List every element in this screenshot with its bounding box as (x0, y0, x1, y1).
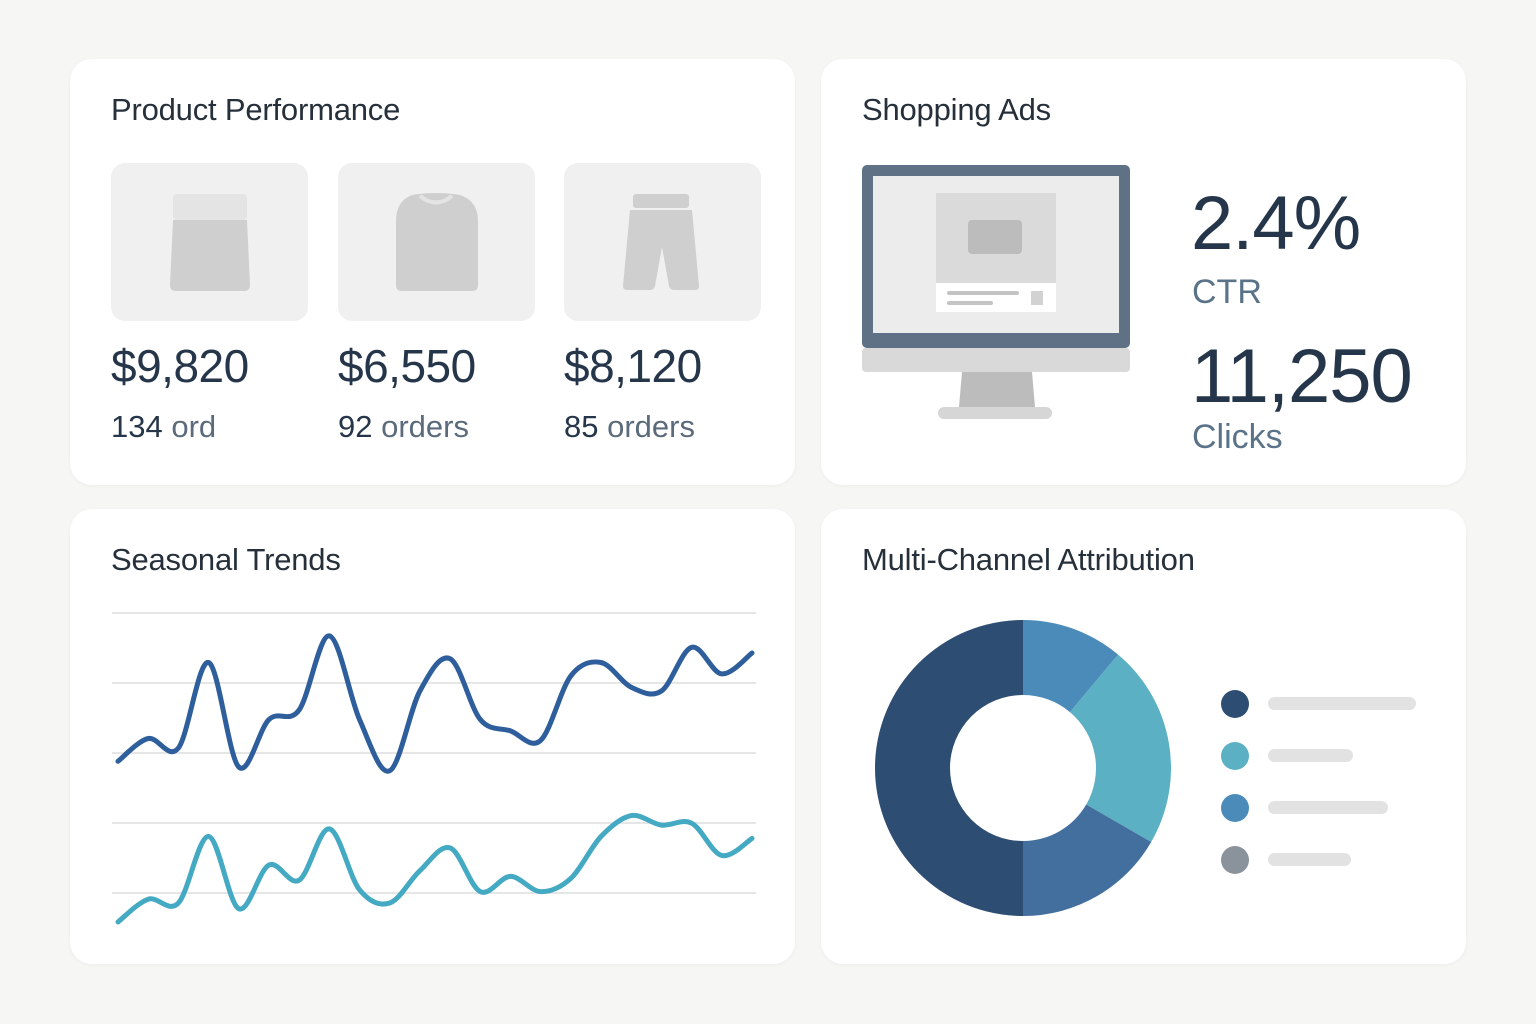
orders-count: 92 (338, 409, 373, 444)
product-item[interactable]: $9,820 134 ord (111, 163, 311, 442)
orders-unit: ord (171, 409, 217, 444)
seasonal-trends-title: Seasonal Trends (111, 542, 341, 577)
orders-unit: orders (381, 409, 469, 444)
legend-dot (1221, 742, 1249, 770)
product-orders: 134 ord (111, 411, 311, 442)
sweater-icon (396, 193, 478, 291)
trend-series-line (115, 633, 755, 774)
product-performance-title: Product Performance (111, 92, 401, 127)
trend-series-line (115, 812, 755, 925)
product-item[interactable]: $6,550 92 orders (338, 163, 538, 442)
clicks-label: Clicks (1192, 418, 1283, 456)
seasonal-trends-chart (112, 612, 756, 925)
legend-dot (1221, 794, 1249, 822)
shopping-ads-card: Shopping Ads 2.4% CTR 11,250 Clicks (821, 59, 1466, 485)
product-price: $6,550 (338, 340, 476, 392)
shorts-icon (623, 194, 699, 290)
donut-slice (1023, 620, 1119, 713)
donut-slice (875, 620, 1023, 916)
ctr-value: 2.4% (1191, 181, 1361, 266)
legend-dot (1221, 846, 1249, 874)
product-price: $9,820 (111, 340, 249, 392)
donut-slice (1069, 654, 1171, 842)
product-performance-card: Product Performance $9,820 134 ord $6,55… (70, 59, 795, 485)
ctr-label: CTR (1192, 273, 1262, 311)
donut-slice (1023, 804, 1152, 916)
monitor-icon (862, 165, 1130, 419)
product-orders: 85 orders (564, 411, 764, 442)
legend-label-placeholder (1268, 853, 1351, 866)
product-thumbnail (338, 163, 535, 321)
attribution-card: Multi-Channel Attribution (821, 509, 1466, 964)
product-item[interactable]: $8,120 85 orders (564, 163, 764, 442)
legend-label-placeholder (1268, 697, 1416, 710)
orders-count: 134 (111, 409, 163, 444)
product-thumbnail (564, 163, 761, 321)
skirt-icon (170, 194, 250, 291)
product-thumbnail (111, 163, 308, 321)
attribution-donut-chart (875, 620, 1171, 916)
legend-dot (1221, 690, 1249, 718)
orders-count: 85 (564, 409, 599, 444)
legend-label-placeholder (1268, 801, 1388, 814)
clicks-value: 11,250 (1191, 334, 1413, 419)
shopping-ads-title: Shopping Ads (862, 92, 1051, 127)
legend-label-placeholder (1268, 749, 1353, 762)
attribution-title: Multi-Channel Attribution (862, 542, 1195, 577)
product-price: $8,120 (564, 340, 702, 392)
seasonal-trends-card: Seasonal Trends (70, 509, 795, 964)
product-orders: 92 orders (338, 411, 538, 442)
orders-unit: orders (607, 409, 695, 444)
